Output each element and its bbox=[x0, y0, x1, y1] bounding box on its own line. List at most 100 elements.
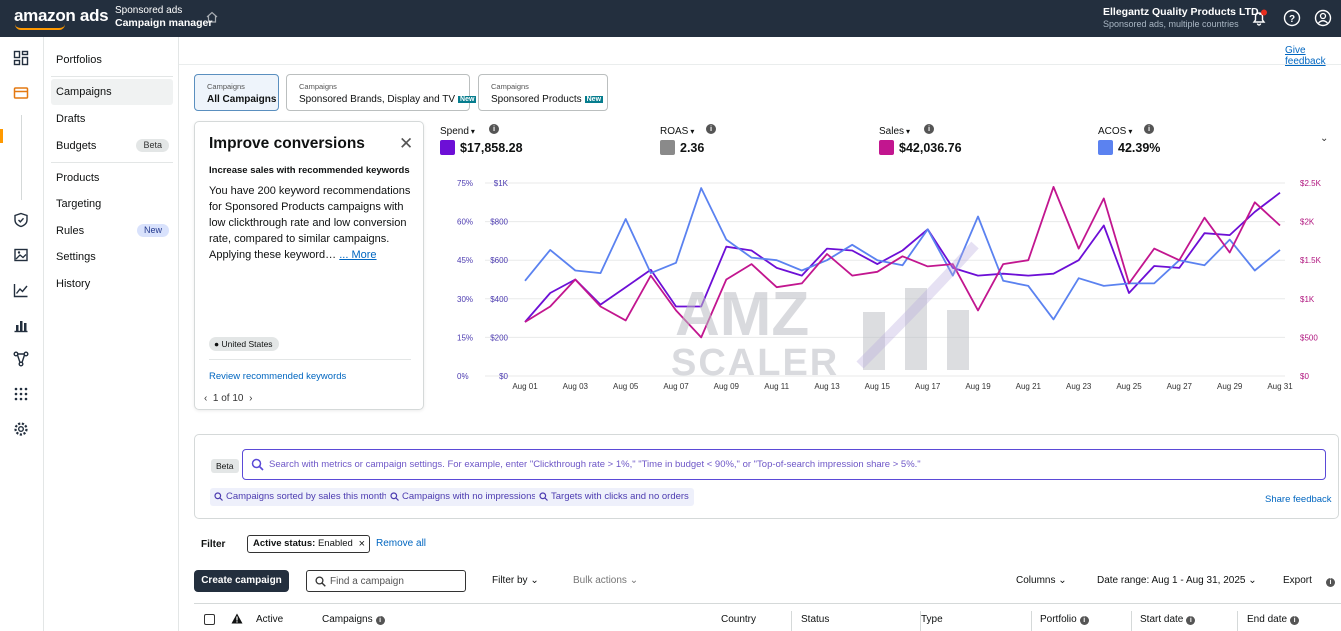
suggestion-chip[interactable]: Campaigns with no impressions bbox=[386, 488, 542, 506]
image-icon[interactable] bbox=[13, 247, 29, 263]
table-header-divider bbox=[194, 603, 1341, 604]
review-keywords-link[interactable]: Review recommended keywords bbox=[209, 371, 347, 382]
info-icon[interactable]: i bbox=[706, 124, 716, 134]
close-icon[interactable]: × bbox=[358, 538, 365, 550]
nav-item-targeting[interactable]: Targeting bbox=[56, 198, 102, 210]
info-icon[interactable]: i bbox=[1290, 616, 1300, 625]
select-all-checkbox[interactable] bbox=[204, 614, 215, 625]
suggestion-chip[interactable]: Campaigns sorted by sales this month bbox=[210, 488, 393, 506]
collapse-chart-chevron-icon[interactable]: ⌄ bbox=[1320, 133, 1329, 144]
info-icon[interactable]: i bbox=[489, 124, 499, 134]
column-header-label: Portfolio bbox=[1040, 614, 1077, 625]
column-divider bbox=[920, 611, 921, 631]
network-icon[interactable] bbox=[13, 351, 29, 367]
tab-all-campaigns[interactable]: Campaigns All Campaigns bbox=[194, 74, 279, 111]
nav-item-products[interactable]: Products bbox=[56, 172, 100, 184]
card-subtitle: Increase sales with recommended keywords bbox=[209, 165, 410, 176]
nav-item-history[interactable]: History bbox=[56, 278, 91, 290]
info-icon[interactable]: i bbox=[1326, 576, 1335, 587]
dashboard-icon[interactable] bbox=[13, 50, 29, 66]
more-link[interactable]: ... More bbox=[339, 249, 377, 261]
column-header-end-date[interactable]: End date i bbox=[1247, 614, 1300, 625]
search-icon bbox=[390, 492, 399, 501]
gear-icon[interactable] bbox=[13, 421, 29, 437]
x-tick-label: Aug 17 bbox=[915, 382, 941, 391]
y-tick-label-spend: $600 bbox=[490, 256, 508, 265]
column-header-status[interactable]: Status bbox=[801, 614, 830, 625]
help-icon[interactable]: ? bbox=[1283, 9, 1301, 27]
nav-item-budgets-label: Budgets bbox=[56, 140, 97, 152]
beta-badge: Beta bbox=[136, 139, 169, 152]
nav-item-campaigns[interactable]: Campaigns bbox=[51, 79, 173, 105]
create-campaign-button[interactable]: Create campaign bbox=[194, 570, 289, 592]
metric-spend[interactable]: Spend ▾ i $17,858.28 bbox=[440, 123, 523, 155]
bell-icon[interactable] bbox=[1250, 9, 1268, 27]
nav-item-drafts[interactable]: Drafts bbox=[56, 113, 86, 125]
chevron-down-icon[interactable]: ▾ bbox=[1128, 127, 1133, 136]
suggestion-chip[interactable]: Targets with clicks and no orders bbox=[535, 488, 694, 506]
tab-sponsored-brands[interactable]: Campaigns Sponsored Brands, Display and … bbox=[286, 74, 477, 111]
column-header-label: End date bbox=[1247, 614, 1288, 625]
remove-all-link[interactable]: Remove all bbox=[376, 538, 427, 549]
nav-divider bbox=[51, 76, 173, 77]
nav-item-budgets[interactable]: Budgets Beta bbox=[51, 133, 173, 159]
info-icon[interactable]: i bbox=[1079, 616, 1089, 625]
apps-grid-icon[interactable] bbox=[13, 386, 29, 402]
info-icon[interactable]: i bbox=[924, 124, 934, 134]
metric-label: Spend bbox=[440, 126, 469, 137]
date-range-label: Date range: Aug 1 - Aug 31, 2025 bbox=[1097, 575, 1246, 586]
chevron-right-icon[interactable]: › bbox=[249, 393, 253, 404]
info-icon[interactable]: i bbox=[375, 616, 385, 625]
metric-acos[interactable]: ACOS ▾ i 42.39% bbox=[1098, 123, 1160, 155]
column-header-type[interactable]: Type bbox=[921, 614, 943, 625]
find-campaign-input[interactable]: Find a campaign bbox=[306, 570, 466, 592]
metric-swatch bbox=[440, 140, 455, 155]
home-icon[interactable] bbox=[206, 11, 218, 23]
y-tick-label-spend: $0 bbox=[499, 372, 508, 381]
y-tick-label-sales: $500 bbox=[1300, 333, 1318, 342]
column-header-portfolio[interactable]: Portfolio i bbox=[1040, 614, 1089, 625]
chevron-down-icon[interactable]: ▾ bbox=[470, 127, 475, 136]
tab-sponsored-products[interactable]: Campaigns Sponsored Products New bbox=[478, 74, 608, 111]
columns-dropdown[interactable]: Columns ⌄ bbox=[1016, 575, 1067, 586]
metric-sales[interactable]: Sales ▾ i $42,036.76 bbox=[879, 123, 962, 155]
campaign-icon[interactable] bbox=[13, 85, 29, 101]
chevron-down-icon: ⌄ bbox=[629, 575, 639, 586]
shield-icon[interactable] bbox=[13, 212, 29, 228]
y-tick-label-sales: $0 bbox=[1300, 372, 1309, 381]
search-icon bbox=[539, 492, 548, 501]
chevron-down-icon: ⌄ bbox=[1248, 575, 1257, 586]
nav-item-rules[interactable]: Rules New bbox=[51, 218, 173, 244]
card-title: Improve conversions bbox=[209, 135, 365, 152]
bar-chart-icon[interactable] bbox=[13, 317, 29, 333]
chevron-left-icon[interactable]: ‹ bbox=[204, 393, 208, 404]
bulk-actions-dropdown[interactable]: Bulk actions ⌄ bbox=[573, 575, 638, 586]
column-divider bbox=[1131, 611, 1132, 631]
export-button[interactable]: Export bbox=[1283, 575, 1312, 586]
column-header-campaigns[interactable]: Campaigns i bbox=[322, 614, 385, 625]
column-header-active[interactable]: Active bbox=[256, 614, 284, 625]
trend-icon[interactable] bbox=[13, 282, 29, 298]
chevron-down-icon[interactable]: ▾ bbox=[906, 127, 911, 136]
account-switcher[interactable]: Ellegantz Quality Products LTD. Sponsore… bbox=[1103, 6, 1262, 30]
info-icon[interactable]: i bbox=[1186, 616, 1196, 625]
date-range-dropdown[interactable]: Date range: Aug 1 - Aug 31, 2025 ⌄ bbox=[1097, 575, 1257, 586]
chevron-down-icon[interactable]: ▾ bbox=[690, 127, 695, 136]
give-feedback-link[interactable]: Give feedback bbox=[1285, 45, 1326, 67]
series-line-spend bbox=[524, 191, 1281, 323]
info-icon[interactable]: i bbox=[1144, 124, 1154, 134]
close-icon[interactable]: ✕ bbox=[399, 134, 414, 153]
chip-label: Campaigns with no impressions bbox=[402, 491, 537, 502]
share-feedback-link[interactable]: Share feedback bbox=[1265, 494, 1332, 505]
column-header-start-date[interactable]: Start date i bbox=[1140, 614, 1196, 625]
metric-roas[interactable]: ROAS ▾ i 2.36 bbox=[660, 123, 716, 155]
metric-search-input[interactable]: Search with metrics or campaign settings… bbox=[242, 449, 1326, 480]
nav-item-settings[interactable]: Settings bbox=[56, 251, 96, 263]
beta-badge: Beta bbox=[211, 459, 239, 473]
filter-by-dropdown[interactable]: Filter by ⌄ bbox=[492, 575, 539, 586]
active-status-filter-chip[interactable]: Active status: Enabled × bbox=[247, 535, 370, 553]
amazon-ads-logo[interactable]: amazon ads bbox=[14, 6, 109, 25]
user-icon[interactable] bbox=[1314, 9, 1332, 27]
column-header-country[interactable]: Country bbox=[721, 614, 757, 625]
nav-item-portfolios[interactable]: Portfolios bbox=[56, 54, 102, 66]
